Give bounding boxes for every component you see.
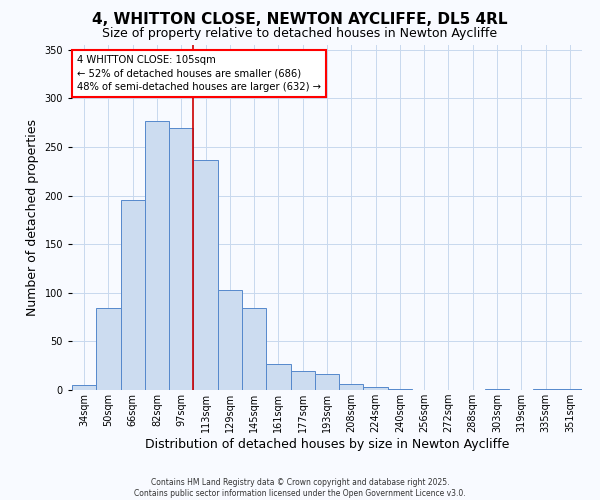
- Bar: [315, 374, 339, 390]
- Bar: [485, 389, 509, 390]
- Bar: [169, 128, 193, 390]
- Y-axis label: Number of detached properties: Number of detached properties: [26, 119, 39, 316]
- Bar: [96, 308, 121, 390]
- Bar: [72, 385, 96, 390]
- Text: 4 WHITTON CLOSE: 105sqm
← 52% of detached houses are smaller (686)
48% of semi-d: 4 WHITTON CLOSE: 105sqm ← 52% of detache…: [77, 56, 321, 92]
- Bar: [266, 364, 290, 390]
- Text: 4, WHITTON CLOSE, NEWTON AYCLIFFE, DL5 4RL: 4, WHITTON CLOSE, NEWTON AYCLIFFE, DL5 4…: [92, 12, 508, 28]
- X-axis label: Distribution of detached houses by size in Newton Aycliffe: Distribution of detached houses by size …: [145, 438, 509, 451]
- Bar: [388, 389, 412, 390]
- Bar: [145, 121, 169, 390]
- Bar: [558, 389, 582, 390]
- Bar: [290, 370, 315, 390]
- Bar: [121, 200, 145, 390]
- Bar: [364, 387, 388, 390]
- Bar: [339, 384, 364, 390]
- Bar: [242, 308, 266, 390]
- Bar: [193, 160, 218, 390]
- Bar: [218, 290, 242, 390]
- Bar: [533, 389, 558, 390]
- Text: Contains HM Land Registry data © Crown copyright and database right 2025.
Contai: Contains HM Land Registry data © Crown c…: [134, 478, 466, 498]
- Text: Size of property relative to detached houses in Newton Aycliffe: Size of property relative to detached ho…: [103, 28, 497, 40]
